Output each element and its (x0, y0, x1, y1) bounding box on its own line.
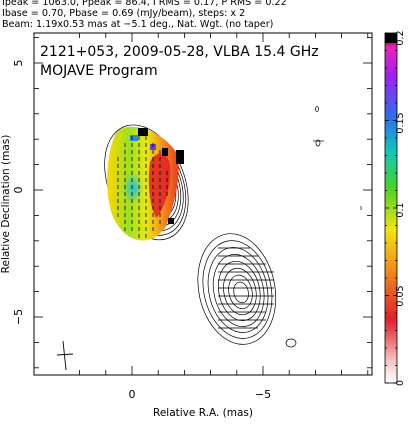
header-line-1: Ipeak = 1063.0, Ppeak = 86.4, I RMS = 0.… (2, 0, 287, 8)
colorbar-tick-label-1: 0.05 (395, 285, 406, 306)
contour-jet (228, 274, 253, 310)
beam-marker (56, 340, 74, 371)
contour-jet (197, 233, 277, 345)
x-axis-ticks (79, 33, 369, 375)
colorbar-top (385, 33, 397, 43)
y-axis-label: Relative Declination (mas) (0, 135, 12, 274)
x-tick-label-1: −5 (255, 388, 271, 401)
colorbar-ticks (385, 32, 397, 384)
colorbar-tick-label-4: 0.2 (395, 30, 406, 45)
peak-pixel (130, 135, 138, 141)
evpa-ticks (117, 136, 274, 329)
y-tick-label-2: −5 (12, 309, 25, 325)
peak-pixel (162, 148, 168, 156)
colorbar-tick-label-0: 0 (395, 380, 406, 386)
chart-title: 2121+053, 2009-05-28, VLBA 15.4 GHz (40, 44, 319, 60)
peak-pixel (138, 128, 148, 136)
header-line-2: Ibase = 0.70, Pbase = 0.69 (mJy/beam), s… (2, 8, 246, 19)
chart-subtitle: MOJAVE Program (40, 63, 158, 79)
x-tick-label-0: 0 (129, 388, 136, 401)
x-axis-label: Relative R.A. (mas) (153, 407, 253, 419)
y-axis-ticks (34, 37, 372, 369)
colorbar-tick-label-3: 0.15 (395, 112, 406, 133)
peak-pixel (168, 218, 174, 224)
peak-pixel (176, 150, 184, 164)
field-features (285, 106, 362, 348)
contour-jet (202, 240, 273, 339)
y-tick-label-1: 0 (12, 187, 25, 194)
colorbar-tick-label-2: 0.1 (395, 202, 406, 217)
header-line-3: Beam: 1.19x0.53 mas at −5.1 deg., Nat. W… (2, 19, 274, 30)
polarization-low-region (123, 172, 143, 204)
plot-frame (33, 32, 373, 376)
polarization-high-region (148, 153, 171, 218)
contour-jet (212, 254, 265, 327)
y-tick-label-0: 5 (12, 60, 25, 67)
polarization-image (107, 126, 184, 241)
contour-jet (233, 281, 249, 304)
